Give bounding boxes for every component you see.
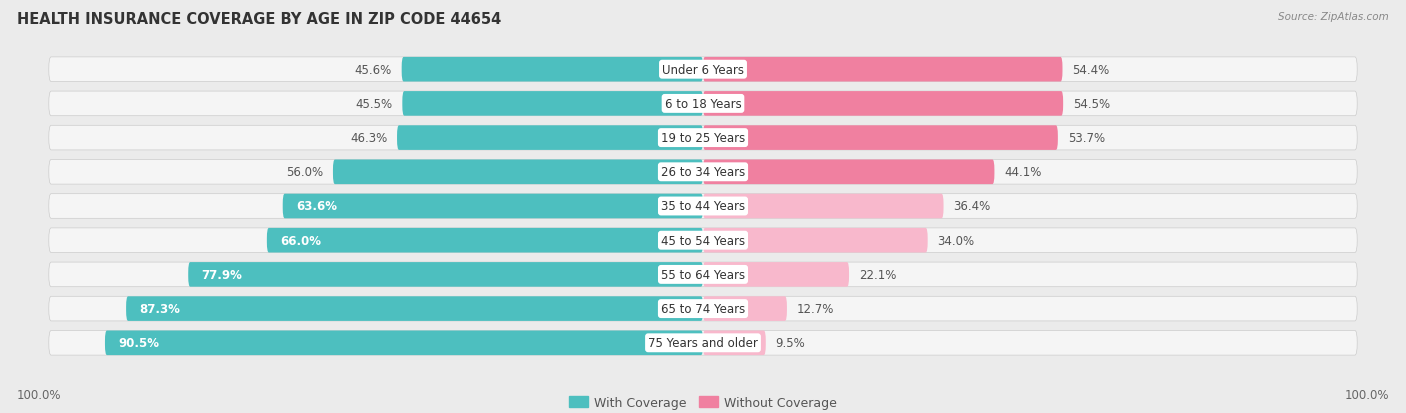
FancyBboxPatch shape [703,297,787,321]
FancyBboxPatch shape [703,58,1063,82]
Text: 45.5%: 45.5% [356,97,392,111]
Text: 53.7%: 53.7% [1067,132,1105,145]
Text: 54.4%: 54.4% [1073,64,1109,76]
FancyBboxPatch shape [396,126,703,151]
FancyBboxPatch shape [402,58,703,82]
Text: HEALTH INSURANCE COVERAGE BY AGE IN ZIP CODE 44654: HEALTH INSURANCE COVERAGE BY AGE IN ZIP … [17,12,501,27]
FancyBboxPatch shape [49,262,1357,287]
FancyBboxPatch shape [49,228,1357,253]
FancyBboxPatch shape [105,331,703,355]
Text: Under 6 Years: Under 6 Years [662,64,744,76]
FancyBboxPatch shape [49,58,1357,82]
Text: 63.6%: 63.6% [295,200,337,213]
Text: Source: ZipAtlas.com: Source: ZipAtlas.com [1278,12,1389,22]
FancyBboxPatch shape [49,194,1357,219]
Text: 87.3%: 87.3% [139,302,180,316]
Text: 26 to 34 Years: 26 to 34 Years [661,166,745,179]
FancyBboxPatch shape [267,228,703,253]
Text: 100.0%: 100.0% [17,388,62,401]
Text: 100.0%: 100.0% [1344,388,1389,401]
FancyBboxPatch shape [49,92,1357,116]
Text: 55 to 64 Years: 55 to 64 Years [661,268,745,281]
Text: 34.0%: 34.0% [938,234,974,247]
FancyBboxPatch shape [703,331,766,355]
Legend: With Coverage, Without Coverage: With Coverage, Without Coverage [564,391,842,413]
FancyBboxPatch shape [333,160,703,185]
Text: 90.5%: 90.5% [118,337,159,349]
Text: 75 Years and older: 75 Years and older [648,337,758,349]
Text: 22.1%: 22.1% [859,268,897,281]
FancyBboxPatch shape [703,262,849,287]
Text: 45.6%: 45.6% [354,64,392,76]
FancyBboxPatch shape [703,160,994,185]
Text: 77.9%: 77.9% [201,268,242,281]
Text: 35 to 44 Years: 35 to 44 Years [661,200,745,213]
Text: 65 to 74 Years: 65 to 74 Years [661,302,745,316]
FancyBboxPatch shape [127,297,703,321]
Text: 6 to 18 Years: 6 to 18 Years [665,97,741,111]
Text: 46.3%: 46.3% [350,132,387,145]
Text: 45 to 54 Years: 45 to 54 Years [661,234,745,247]
Text: 54.5%: 54.5% [1073,97,1111,111]
Text: 66.0%: 66.0% [280,234,321,247]
FancyBboxPatch shape [703,126,1057,151]
FancyBboxPatch shape [402,92,703,116]
FancyBboxPatch shape [703,92,1063,116]
Text: 56.0%: 56.0% [285,166,323,179]
Text: 9.5%: 9.5% [776,337,806,349]
FancyBboxPatch shape [188,262,703,287]
FancyBboxPatch shape [49,160,1357,185]
Text: 19 to 25 Years: 19 to 25 Years [661,132,745,145]
FancyBboxPatch shape [49,297,1357,321]
FancyBboxPatch shape [49,331,1357,355]
FancyBboxPatch shape [49,126,1357,151]
Text: 12.7%: 12.7% [797,302,834,316]
Text: 44.1%: 44.1% [1004,166,1042,179]
FancyBboxPatch shape [283,194,703,219]
Text: 36.4%: 36.4% [953,200,991,213]
FancyBboxPatch shape [703,194,943,219]
FancyBboxPatch shape [703,228,928,253]
